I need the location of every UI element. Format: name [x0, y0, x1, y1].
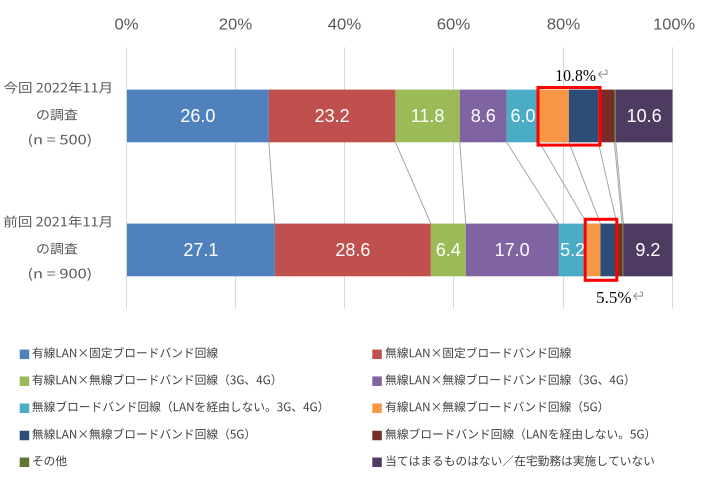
svg-text:8.6: 8.6	[471, 106, 496, 126]
svg-text:10.6: 10.6	[627, 106, 662, 126]
svg-text:10.8%: 10.8%	[555, 66, 596, 85]
svg-text:6.4: 6.4	[436, 240, 461, 260]
svg-text:6.0: 6.0	[511, 106, 536, 126]
svg-text:100%: 100%	[653, 17, 695, 34]
svg-text:20%: 20%	[219, 17, 253, 34]
svg-text:0%: 0%	[115, 17, 139, 34]
svg-text:17.0: 17.0	[495, 240, 530, 260]
svg-text:9.2: 9.2	[635, 240, 660, 260]
svg-text:28.6: 28.6	[335, 240, 370, 260]
svg-text:27.1: 27.1	[183, 240, 218, 260]
svg-text:26.0: 26.0	[180, 106, 215, 126]
svg-text:5.2: 5.2	[560, 240, 585, 260]
svg-text:11.8: 11.8	[411, 106, 445, 126]
svg-text:60%: 60%	[437, 17, 471, 34]
svg-text:23.2: 23.2	[315, 106, 350, 126]
svg-text:5.5%: 5.5%	[596, 288, 631, 307]
svg-text:80%: 80%	[547, 17, 581, 34]
svg-text:40%: 40%	[328, 17, 362, 34]
